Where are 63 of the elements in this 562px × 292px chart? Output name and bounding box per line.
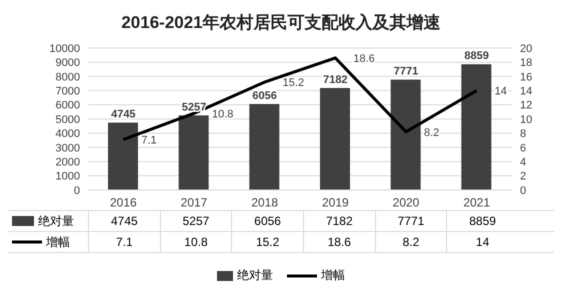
bar [461,64,492,190]
data-label: 7771 [374,211,446,231]
annotation: 5257 [182,101,206,114]
y2-tick-label: 16 [520,71,532,84]
y2-tick-label: 20 [520,42,532,55]
x-tick-label: 2016 [110,196,138,210]
y2-tick-label: 6 [520,142,526,154]
x-tick-label: 2020 [392,196,420,210]
y-tick-label: 0 [74,184,80,197]
y2-tick-label: 0 [520,184,526,197]
annotation: 7182 [323,74,348,86]
data-label: 5257 [160,211,232,231]
y-tick-label: 2000 [56,156,80,169]
data-label: 15.2 [231,232,303,252]
data-label: 10.8 [160,232,232,252]
data-label: 8859 [446,211,518,231]
data-label: 7182 [302,211,375,231]
annotation: 8859 [464,50,489,62]
legend-label: 增幅 [45,234,71,250]
y2-tick-label: 14 [520,86,532,98]
data-label: 8.2 [374,232,446,252]
bar [178,115,209,190]
text: 绝对量 [237,268,273,282]
y-tick-label: 8000 [56,71,80,84]
annotation: 7771 [394,66,418,78]
annotation: 6056 [252,90,277,102]
annotation: 7.1 [141,134,157,147]
y2-tick-label: 12 [520,100,532,112]
y-tick-label: 6000 [56,100,80,112]
bar [108,122,138,190]
bar [390,80,421,190]
data-label: 4745 [88,211,160,231]
data-label: 6056 [231,211,303,231]
x-tick-label: 2019 [322,196,350,210]
bar [320,88,350,190]
annotation: 14 [494,86,507,98]
y2-tick-label: 18 [520,57,532,70]
annotation: 4745 [111,108,136,121]
data-label: 7.1 [88,232,160,252]
y2-tick-label: 2 [520,170,526,183]
text: 增幅 [321,268,345,282]
y-tick-label: 7000 [56,86,80,98]
chart-title: 2016-2021年农村居民可支配收入及其增速 [120,12,442,34]
y-tick-label: 3000 [56,142,80,154]
annotation: 8.2 [424,126,440,139]
y-tick-label: 4000 [56,128,80,140]
data-label: 18.6 [302,232,375,252]
annotation: 10.8 [212,108,234,120]
data-label: 14 [446,232,518,252]
legend-label: 绝对量 [37,212,75,230]
y-tick-label: 5000 [56,114,80,126]
y-tick-label: 1000 [56,170,80,183]
annotation: 15.2 [282,77,304,90]
x-tick-label: 2021 [463,196,490,210]
y2-tick-label: 10 [520,114,532,126]
x-tick-label: 2017 [180,196,208,210]
y-tick-label: 9000 [56,57,80,70]
x-tick-label: 2018 [251,196,278,210]
y2-tick-label: 4 [520,156,526,169]
annotation: 18.6 [353,52,375,65]
bar [249,104,280,190]
y-tick-label: 10000 [49,42,80,55]
y2-tick-label: 8 [520,128,526,140]
